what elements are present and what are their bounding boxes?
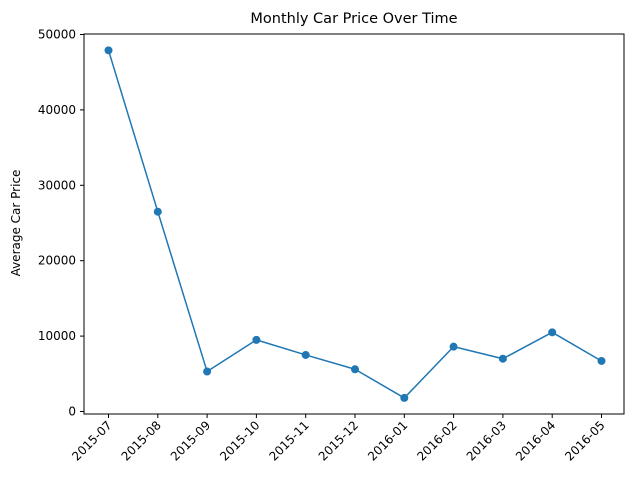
x-tick-label: 2015-12 (316, 418, 361, 463)
x-tick-label: 2015-07 (69, 418, 114, 463)
data-point (104, 46, 113, 55)
chart-title: Monthly Car Price Over Time (250, 11, 457, 27)
data-point (351, 365, 359, 374)
x-tick-label: 2015-10 (217, 418, 262, 463)
data-point (400, 393, 409, 402)
plot-area (83, 33, 625, 415)
data-point (498, 354, 507, 363)
x-tick-label: 2015-11 (266, 418, 311, 463)
y-tick-label: 40000 (38, 103, 76, 117)
data-point (153, 207, 162, 216)
data-point (203, 367, 212, 376)
x-tick-label: 2016-01 (365, 418, 410, 463)
y-tick-label: 30000 (38, 178, 76, 192)
series-line (107, 50, 602, 399)
series-group (104, 46, 606, 402)
y-tick-label: 50000 (38, 28, 76, 42)
x-axis: 2015-07 2015-08 2015-09 2015-10 2015-11 2015-… (69, 414, 608, 464)
data-point (548, 328, 557, 337)
data-point (449, 342, 458, 351)
y-tick-label: 0 (68, 405, 76, 419)
y-axis-label: Average Car Price (9, 170, 23, 277)
x-tick-label: 2016-04 (513, 418, 558, 463)
x-tick-label: 2016-05 (562, 418, 607, 463)
y-tick-label: 10000 (38, 329, 76, 343)
data-point (597, 356, 606, 365)
data-point (301, 350, 310, 359)
data-point (252, 335, 261, 344)
x-tick-label: 2015-09 (168, 418, 213, 463)
x-tick-label: 2015-08 (119, 418, 164, 463)
y-axis: 0 10000 20000 30000 40000 50000 (38, 28, 84, 419)
y-tick-label: 20000 (38, 254, 76, 268)
x-tick-label: 2016-03 (464, 418, 509, 463)
x-tick-label: 2016-02 (414, 418, 459, 463)
